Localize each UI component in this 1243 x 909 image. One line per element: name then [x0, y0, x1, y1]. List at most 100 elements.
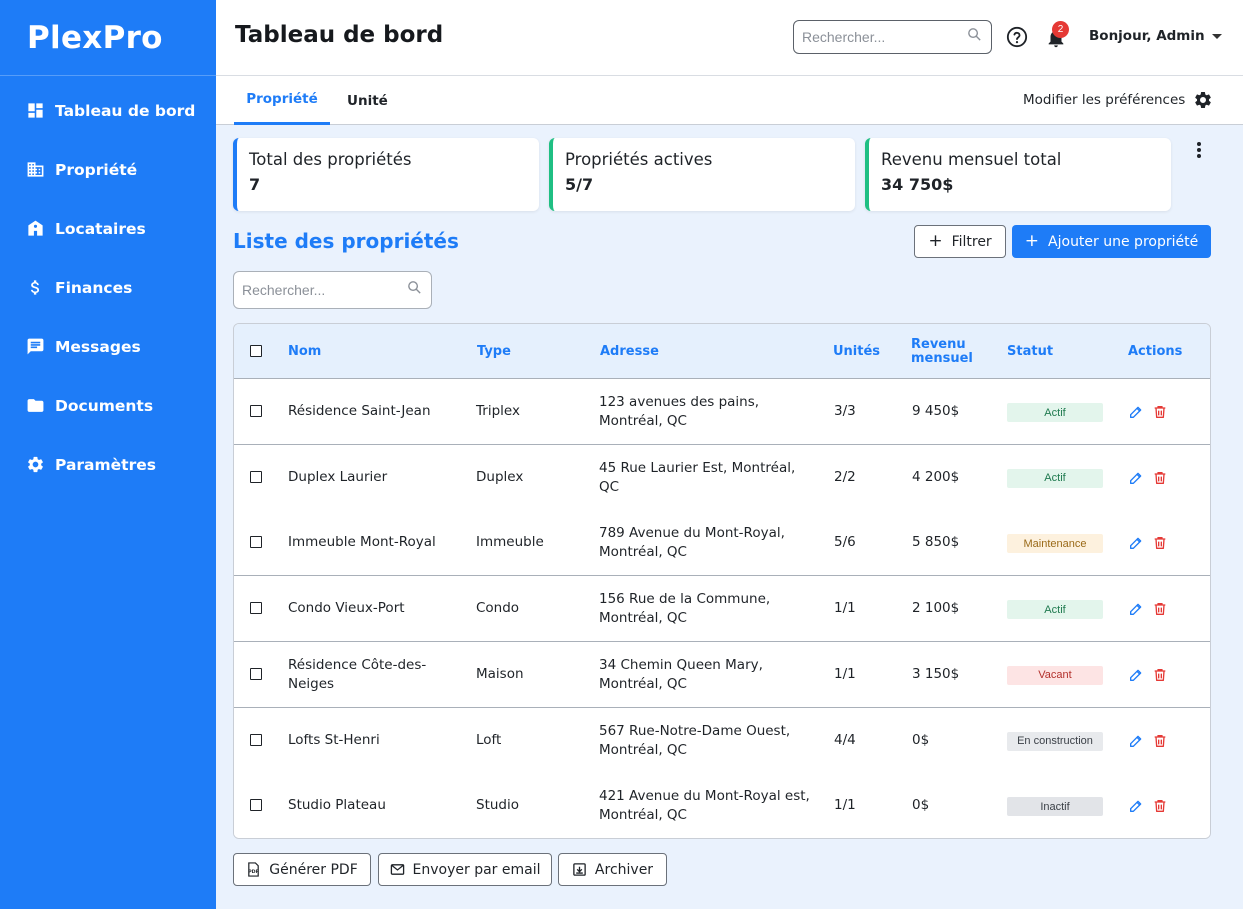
table-row[interactable]: Immeuble Mont-Royal Immeuble 789 Avenue du… — [234, 510, 1210, 577]
property-address-line2: Montréal, QC — [599, 610, 687, 627]
delete-icon[interactable] — [1152, 404, 1168, 420]
edit-icon[interactable] — [1128, 733, 1144, 749]
edit-icon[interactable] — [1128, 601, 1144, 617]
user-greeting: Bonjour, Admin — [1089, 28, 1205, 44]
notification-badge: 2 — [1052, 21, 1069, 38]
edit-icon[interactable] — [1128, 535, 1144, 551]
row-checkbox[interactable] — [250, 602, 262, 615]
property-name[interactable]: Lofts St-Henri — [288, 731, 380, 750]
status-badge: Inactif — [1007, 797, 1103, 817]
row-checkbox[interactable] — [250, 799, 262, 812]
column-header-type[interactable]: Type — [477, 344, 511, 359]
row-checkbox[interactable] — [250, 405, 262, 417]
send-email-button[interactable]: Envoyer par email — [378, 853, 552, 886]
gear-icon — [26, 455, 45, 474]
property-address-line1: 421 Avenue du Mont-Royal est, — [599, 788, 810, 805]
table-row[interactable]: Résidence Côte-des- Neiges Maison 34 Chemin… — [234, 641, 1210, 708]
table-row[interactable]: Duplex Laurier Duplex 45 Rue Laurier Est, … — [234, 444, 1210, 511]
stat-card-revenue: Revenu mensuel total 34 750$ — [865, 138, 1171, 211]
archive-button[interactable]: Archiver — [558, 853, 667, 886]
edit-icon[interactable] — [1128, 798, 1144, 814]
property-address: 789 Avenue du Mont-Royal, Montréal, QC — [599, 524, 785, 562]
delete-icon[interactable] — [1152, 667, 1168, 683]
select-all-checkbox[interactable] — [250, 345, 262, 357]
send-email-label: Envoyer par email — [412, 861, 541, 878]
column-header-units[interactable]: Unités — [833, 344, 881, 359]
property-address-line2: QC — [599, 478, 620, 495]
property-address: 421 Avenue du Mont-Royal est, Montréal, Q… — [599, 787, 810, 825]
header-search-input[interactable] — [802, 29, 966, 45]
sidebar-item-messages[interactable]: Messages — [0, 317, 216, 376]
sidebar-item-property[interactable]: Propriété — [0, 140, 216, 199]
edit-preferences-button[interactable]: Modifier les préférences — [1023, 90, 1213, 110]
add-property-button[interactable]: + Ajouter une propriété — [1012, 225, 1211, 258]
sidebar-item-label: Propriété — [55, 160, 138, 179]
table-row[interactable]: Résidence Saint-Jean Triplex 123 avenues d… — [234, 379, 1210, 445]
edit-icon[interactable] — [1128, 470, 1144, 486]
property-address-line1: 567 Rue-Notre-Dame Ouest, — [599, 722, 791, 739]
dollar-icon — [26, 278, 45, 297]
delete-icon[interactable] — [1152, 798, 1168, 814]
table-row[interactable]: Condo Vieux-Port Condo 156 Rue de la Commu… — [234, 576, 1210, 643]
column-header-name[interactable]: Nom — [288, 344, 322, 359]
property-units: 1/1 — [834, 665, 856, 682]
column-header-revenue[interactable]: Revenu mensuel — [911, 338, 973, 366]
property-address: 567 Rue-Notre-Dame Ouest, Montréal, QC — [599, 722, 790, 760]
stat-value: 34 750$ — [881, 175, 954, 194]
header-search[interactable] — [793, 20, 992, 54]
stat-card-total: Total des propriétés 7 — [233, 138, 539, 211]
stat-value: 5/7 — [565, 175, 594, 194]
delete-icon[interactable] — [1152, 535, 1168, 551]
property-address-line2: Montréal, QC — [599, 741, 687, 758]
sidebar: PlexPro Tableau de bord Propriété Locata… — [0, 0, 216, 909]
property-name[interactable]: Résidence Côte-des- Neiges — [288, 656, 426, 694]
property-revenue: 0$ — [912, 731, 930, 748]
property-name[interactable]: Condo Vieux-Port — [288, 599, 405, 618]
filter-button[interactable]: + Filtrer — [914, 225, 1006, 258]
edit-icon[interactable] — [1128, 667, 1144, 683]
sidebar-item-label: Finances — [55, 278, 133, 297]
tab-unit[interactable]: Unité — [347, 92, 388, 109]
column-header-status[interactable]: Statut — [1007, 344, 1054, 359]
sidebar-item-documents[interactable]: Documents — [0, 376, 216, 435]
delete-icon[interactable] — [1152, 733, 1168, 749]
property-name[interactable]: Studio Plateau — [288, 796, 386, 815]
search-icon[interactable] — [406, 279, 423, 301]
app-logo[interactable]: PlexPro — [0, 0, 216, 76]
property-address-line1: 789 Avenue du Mont-Royal, — [599, 525, 785, 542]
table-row[interactable]: Studio Plateau Studio 421 Avenue du Mont-R… — [234, 773, 1210, 838]
help-icon[interactable] — [1006, 26, 1028, 48]
delete-icon[interactable] — [1152, 470, 1168, 486]
list-search[interactable] — [233, 271, 432, 309]
add-property-label: Ajouter une propriété — [1048, 233, 1199, 250]
status-badge: Actif — [1007, 600, 1103, 620]
edit-icon[interactable] — [1128, 404, 1144, 420]
row-checkbox[interactable] — [250, 667, 262, 680]
column-header-address[interactable]: Adresse — [600, 344, 659, 359]
user-menu[interactable]: Bonjour, Admin — [1089, 28, 1222, 44]
sidebar-item-dashboard[interactable]: Tableau de bord — [0, 81, 216, 140]
property-name[interactable]: Résidence Saint-Jean — [288, 402, 431, 421]
tab-property[interactable]: Propriété — [234, 76, 330, 125]
generate-pdf-button[interactable]: PDF Générer PDF — [233, 853, 371, 886]
sidebar-item-settings[interactable]: Paramètres — [0, 435, 216, 494]
table-row[interactable]: Lofts St-Henri Loft 567 Rue-Notre-Dame Oue… — [234, 707, 1210, 774]
status-badge: Actif — [1007, 468, 1103, 488]
row-checkbox[interactable] — [250, 733, 262, 746]
property-name-line2: Neiges — [288, 675, 335, 692]
sidebar-item-tenants[interactable]: Locataires — [0, 199, 216, 258]
property-type: Duplex — [476, 468, 524, 485]
property-name[interactable]: Duplex Laurier — [288, 468, 387, 487]
property-type: Maison — [476, 665, 524, 682]
row-checkbox[interactable] — [250, 536, 262, 549]
top-header: Tableau de bord 2 Bonjour, Admin — [216, 0, 1243, 76]
search-icon[interactable] — [966, 26, 983, 48]
row-checkbox[interactable] — [250, 470, 262, 483]
chevron-down-icon — [1211, 33, 1222, 39]
column-header-actions: Actions — [1128, 344, 1183, 359]
more-vertical-icon[interactable] — [1190, 140, 1208, 160]
property-name[interactable]: Immeuble Mont-Royal — [288, 533, 436, 552]
delete-icon[interactable] — [1152, 601, 1168, 617]
list-search-input[interactable] — [242, 282, 406, 298]
sidebar-item-finances[interactable]: Finances — [0, 258, 216, 317]
